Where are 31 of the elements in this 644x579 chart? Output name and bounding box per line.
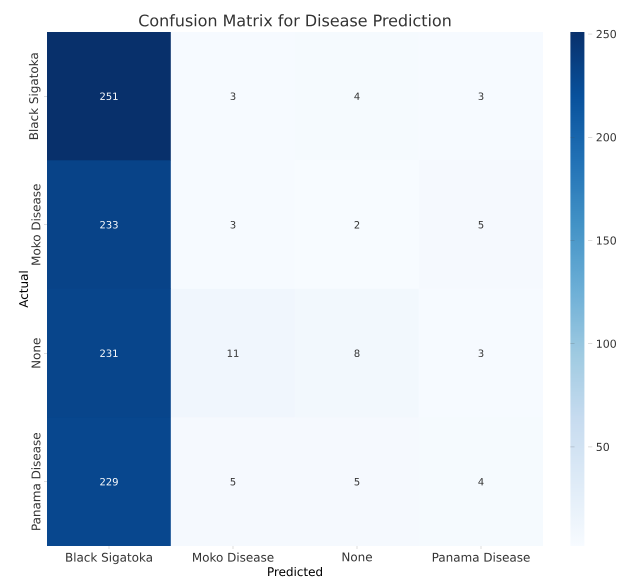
data-label: 3 [478,92,484,100]
data-label: 11 [228,350,238,357]
y-tick-label: None [32,338,40,368]
color-bar-label: 200 [596,133,616,142]
data-label: 251 [100,92,118,100]
data-label: 231 [100,349,118,358]
data-label: 8 [354,349,360,358]
color-bar-label: 250 [596,30,616,38]
color-bar-label: 100 [597,340,616,348]
y-tick-label: Black Sigatoka [28,53,40,140]
data-label: 2 [354,221,360,228]
x-tick-label: Panama Disease [432,552,530,562]
data-label: 5 [478,221,484,228]
color-bar-label: 150 [597,236,616,245]
y-axis-title: Actual [18,271,28,308]
data-label: 229 [100,478,118,486]
color-bar-label: 50 [596,442,610,452]
data-label: 233 [100,220,118,229]
y-tick-label: Moko Disease [31,184,40,265]
x-tick-label: Moko Disease [193,552,274,562]
data-label: 3 [230,92,236,100]
x-tick-label: None [342,552,372,562]
data-label: 5 [230,478,236,486]
chart-title: Confusion Matrix for Disease Prediction [139,14,450,26]
data-label: 5 [354,478,360,486]
x-tick-label: Black Sigatoka [66,552,152,564]
data-label: 3 [230,220,236,229]
data-label: 4 [354,92,360,100]
x-axis-title: Predicted [268,566,322,576]
data-label: 3 [478,349,484,358]
data-label: 4 [478,478,484,486]
